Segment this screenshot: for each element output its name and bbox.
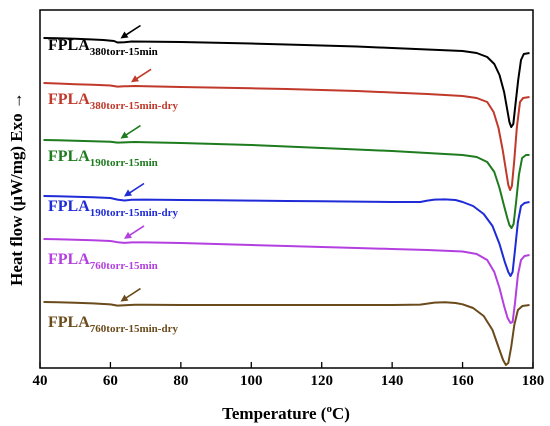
series-label: FPLA760torr-15min-dry xyxy=(48,314,178,335)
arrow-shaft xyxy=(127,182,145,195)
series-label: FPLA190torr-15min-dry xyxy=(48,198,178,219)
series-label: FPLA760torr-15min xyxy=(48,251,158,272)
series-label: FPLA380torr-15min-dry xyxy=(48,91,178,112)
series-label-main: FPLA xyxy=(48,251,90,268)
arrow-shaft xyxy=(134,68,152,81)
arrow-head xyxy=(120,294,129,302)
legend-labels: FPLA380torr-15minFPLA380torr-15min-dryFP… xyxy=(48,37,178,335)
series-line xyxy=(43,195,530,277)
arrow-head xyxy=(123,189,132,197)
x-axis-ticks: 40 60 80 100 120 140 160 180 xyxy=(33,362,545,389)
series-label-sub: 380torr-15min xyxy=(90,46,158,58)
x-tick-label: 60 xyxy=(103,373,118,389)
series-label-sub: 380torr-15min-dry xyxy=(90,100,179,112)
x-tick-label: 160 xyxy=(451,373,474,389)
series-label-main: FPLA xyxy=(48,37,90,54)
x-tick-label: 140 xyxy=(381,373,404,389)
series-label: FPLA190torr-15min xyxy=(48,148,158,169)
arrow-shaft xyxy=(124,24,141,37)
plot-frame xyxy=(39,9,534,369)
arrow-shaft xyxy=(124,287,141,300)
arrow-head xyxy=(131,75,140,83)
x-axis-title: Temperature (oC) xyxy=(222,403,350,423)
series-label-main: FPLA xyxy=(48,91,90,108)
x-axis-title-main: Temperature ( xyxy=(222,404,327,423)
x-tick-label: 80 xyxy=(173,373,188,389)
series-line xyxy=(43,37,530,128)
x-tick-label: 120 xyxy=(310,373,333,389)
series-label-main: FPLA xyxy=(48,198,90,215)
series-label-sub: 760torr-15min xyxy=(90,260,158,272)
arrow-head xyxy=(120,131,129,139)
arrow-shaft xyxy=(124,124,141,137)
x-tick-label: 40 xyxy=(33,373,48,389)
series-line xyxy=(43,238,530,324)
x-tick-label: 100 xyxy=(240,373,263,389)
x-tick-label: 180 xyxy=(522,373,545,389)
series-label-sub: 190torr-15min-dry xyxy=(90,207,179,219)
series-label-sub: 760torr-15min-dry xyxy=(90,323,179,335)
series-label-main: FPLA xyxy=(48,314,90,331)
series-line xyxy=(43,301,530,366)
arrow-head xyxy=(120,31,129,39)
series-layer xyxy=(43,24,530,366)
arrow-head xyxy=(123,231,132,239)
series-label-sub: 190torr-15min xyxy=(90,157,158,169)
x-axis-title-sup: o xyxy=(326,403,332,415)
arrow-shaft xyxy=(127,225,145,237)
series-line xyxy=(43,139,530,229)
series-label-main: FPLA xyxy=(48,148,90,165)
y-axis-title: Heat flow (μW/mg) Exo → xyxy=(7,92,26,286)
x-axis-title-end: C) xyxy=(332,404,350,423)
series-line xyxy=(43,82,530,191)
series-label: FPLA380torr-15min xyxy=(48,37,158,58)
